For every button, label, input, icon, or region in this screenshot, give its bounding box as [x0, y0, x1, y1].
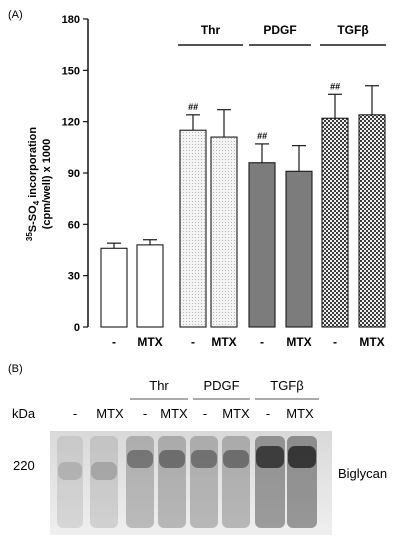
group-label: TGFβ	[337, 23, 368, 37]
significance-mark: ##	[257, 131, 267, 141]
blot-lane-label: -	[143, 406, 147, 421]
molecular-weight-marker: 220	[13, 458, 35, 473]
bar	[136, 244, 164, 328]
bar	[179, 129, 207, 328]
significance-mark: ##	[330, 81, 340, 91]
significance-marks: ## ## ##	[188, 81, 340, 141]
y-axis-label-units: (cpm/well) x 1000	[41, 139, 53, 230]
blot-band	[223, 450, 249, 468]
blot-lane	[90, 436, 118, 528]
bars	[100, 114, 386, 328]
condition-labels: - MTX - MTX - MTX - MTX	[112, 335, 385, 349]
condition-label: MTX	[286, 335, 311, 349]
blot-group-headers: Thr PDGF TGFβ	[130, 378, 319, 400]
blot-lane-label: MTX	[222, 406, 250, 421]
panel-a-label: (A)	[8, 9, 23, 21]
bar	[285, 170, 313, 328]
bar	[100, 247, 128, 328]
blot-lane-label: MTX	[96, 406, 124, 421]
condition-label: MTX	[359, 335, 384, 349]
panel-b-label: (B)	[8, 363, 23, 375]
western-blot-image	[50, 431, 332, 535]
y-tick-label: 180	[62, 14, 80, 26]
bar	[248, 162, 276, 328]
condition-label: MTX	[137, 335, 162, 349]
y-ticks: 0 30 60 90 120 150 180	[62, 14, 88, 334]
condition-label: MTX	[211, 335, 236, 349]
blot-band	[256, 446, 284, 468]
y-tick-label: 60	[68, 219, 80, 231]
blot-lane-label: -	[73, 406, 77, 421]
blot-lane	[57, 436, 83, 528]
blot-lane	[158, 436, 186, 528]
y-tick-label: 90	[68, 168, 80, 180]
blot-lane	[190, 436, 218, 528]
blot-lane-label: MTX	[160, 406, 188, 421]
blot-lane	[126, 436, 154, 528]
blot-group-label: TGFβ	[270, 378, 303, 393]
condition-label: -	[191, 335, 195, 349]
y-axis-label: 35S-SO4 incorporation	[25, 127, 41, 241]
y-tick-label: 0	[74, 322, 80, 334]
y-tick-label: 150	[62, 65, 80, 77]
blot-band	[191, 450, 217, 468]
blot-group-label: Thr	[149, 378, 169, 393]
blot-band	[91, 462, 117, 480]
kda-label: kDa	[12, 406, 36, 421]
error-bars	[107, 85, 379, 249]
y-tick-label: 30	[68, 271, 80, 283]
blot-band	[127, 450, 153, 468]
group-headers: Thr PDGF TGFβ	[178, 23, 386, 46]
blot-lane-labels: - MTX - MTX - MTX - MTX	[73, 406, 314, 421]
condition-label: -	[112, 335, 116, 349]
blot-band	[159, 450, 185, 468]
bar	[358, 114, 386, 328]
bar	[321, 117, 349, 328]
band-label-biglycan: Biglycan	[338, 466, 387, 481]
group-label: PDGF	[263, 23, 296, 37]
condition-label: -	[260, 335, 264, 349]
significance-mark: ##	[188, 102, 198, 112]
bar	[210, 136, 238, 328]
blot-lane-label: -	[266, 406, 270, 421]
condition-label: -	[333, 335, 337, 349]
blot-lane	[222, 436, 250, 528]
blot-lane-label: MTX	[286, 406, 314, 421]
group-label: Thr	[201, 23, 221, 37]
blot-group-label: PDGF	[203, 378, 239, 393]
y-tick-label: 120	[62, 117, 80, 129]
blot-lane-label: -	[203, 406, 207, 421]
blot-band	[58, 462, 82, 480]
blot-band	[288, 446, 316, 468]
